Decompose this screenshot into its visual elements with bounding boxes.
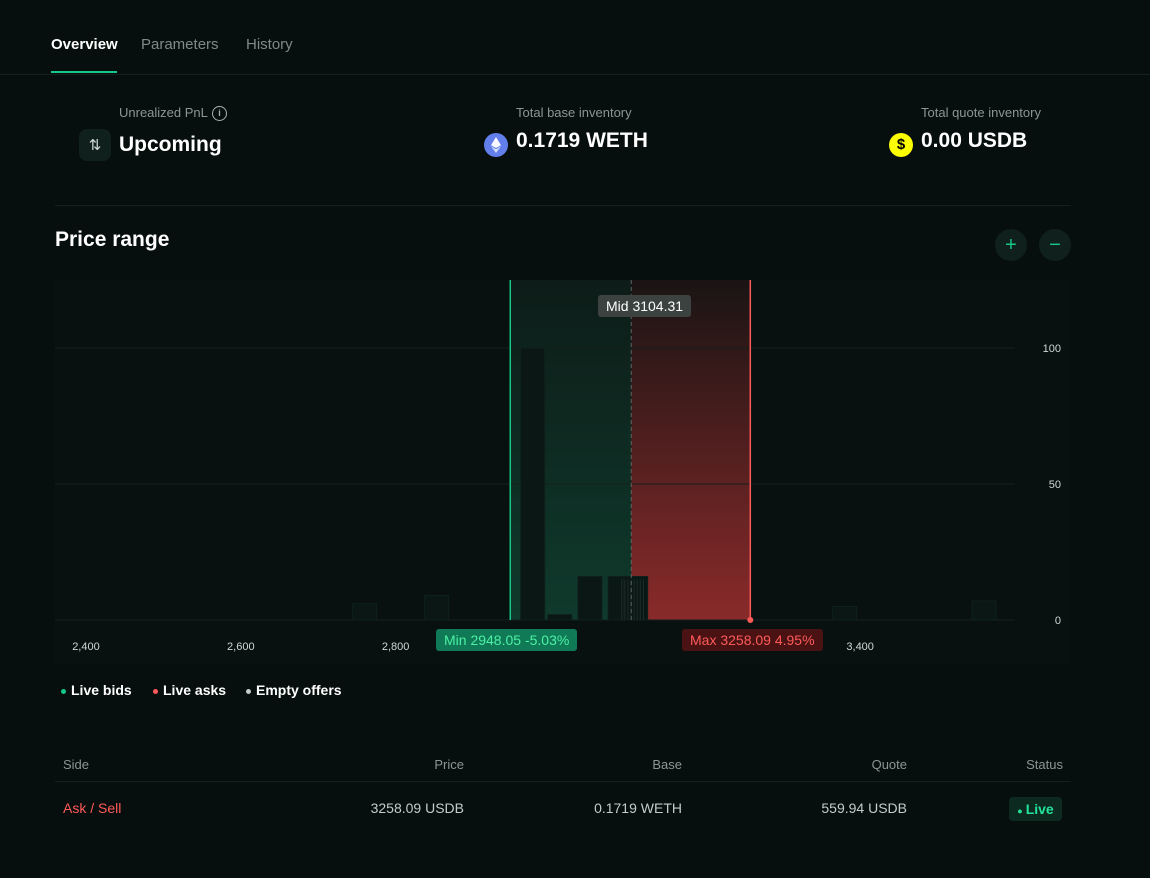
row-side: Ask / Sell [63,800,122,816]
quote-inventory-label: Total quote inventory [921,105,1041,120]
tab-bar: Overview Parameters History [0,0,1150,75]
zoom-in-button[interactable]: + [995,229,1027,261]
min-price-handle[interactable]: Min 2948.05 -5.03% [436,629,578,651]
legend-label: Live asks [163,682,227,698]
base-inventory-label: Total base inventory [516,105,632,120]
max-price-dot [747,617,754,623]
price-range-chart[interactable]: 0 50 100 2,400 2,600 2,800 3,400 [55,280,1071,664]
legend-label: Empty offers [256,682,342,698]
row-quote: 559.94 USDB [821,800,907,816]
y-tick-label: 100 [1043,343,1061,355]
ask-range-region [631,280,751,620]
legend-live-bids: Live bids [61,682,132,698]
x-tick-label: 2,400 [72,641,100,653]
row-price: 3258.09 USDB [370,800,464,816]
col-header-status: Status [1026,757,1063,772]
max-price-handle[interactable]: Max 3258.09 4.95% [682,629,823,651]
legend-live-asks: Live asks [153,682,226,698]
price-range-title: Price range [55,228,170,251]
liquidity-bar [971,600,997,621]
unrealized-pnl-value: Upcoming [119,133,222,156]
legend-empty-offers: Empty offers [246,682,342,698]
x-tick-label: 2,600 [227,641,255,653]
col-header-price: Price [434,757,464,772]
mid-price-label: Mid 3104.31 [598,295,692,317]
x-tick-label: 3,400 [846,641,874,653]
info-icon[interactable]: i [212,106,227,121]
active-tab-indicator [51,71,117,73]
liquidity-bar [623,575,649,621]
liquidity-bar [577,575,603,621]
usdb-icon: $ [889,133,913,157]
empty-offers-dot [246,688,251,694]
zoom-out-button[interactable]: − [1039,229,1071,261]
status-text: Live [1025,801,1054,817]
chart-canvas: 0 50 100 2,400 2,600 2,800 3,400 [55,280,1061,653]
table-header-divider [55,781,1071,782]
live-asks-dot [153,688,158,694]
swap-arrows-icon: ⇅ [79,129,111,161]
liquidity-bar [520,347,546,621]
base-inventory-value: 0.1719 WETH [516,129,648,152]
liquidity-bar [832,605,858,621]
col-header-base: Base [652,757,682,772]
status-badge: ● Live [1009,797,1062,821]
y-tick-label: 0 [1055,615,1061,627]
y-tick-label: 50 [1049,479,1061,491]
tab-history[interactable]: History [246,36,293,53]
row-base: 0.1719 WETH [594,800,682,816]
tab-parameters[interactable]: Parameters [141,36,219,53]
col-header-quote: Quote [871,757,907,772]
unrealized-pnl-label: Unrealized PnL [119,105,208,120]
liquidity-bar [547,614,573,621]
tab-overview[interactable]: Overview [51,36,118,53]
quote-inventory-value: 0.00 USDB [921,129,1028,152]
x-tick-label: 2,800 [382,641,410,653]
liquidity-bar [424,595,450,621]
liquidity-bar [352,603,378,621]
legend-label: Live bids [71,682,132,698]
eth-icon [484,133,508,157]
col-header-side: Side [63,757,90,772]
section-divider [55,205,1071,206]
live-bids-dot [61,688,66,694]
